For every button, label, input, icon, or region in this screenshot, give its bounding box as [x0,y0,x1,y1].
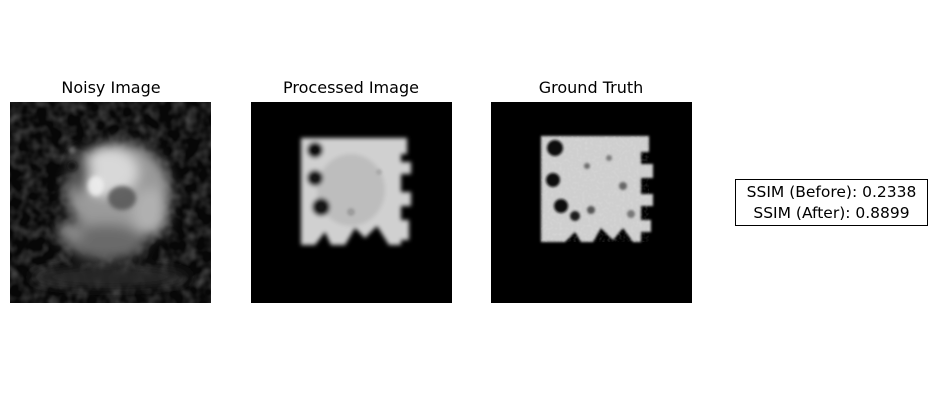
processed-image [251,102,452,303]
noisy-image [10,102,211,303]
panel-title-noisy: Noisy Image [61,78,161,97]
ssim-metrics-box: SSIM (Before): 0.2338 SSIM (After): 0.88… [735,179,928,226]
panel-title-processed: Processed Image [283,78,419,97]
panel-title-ground-truth: Ground Truth [538,78,644,97]
ssim-after-text: SSIM (After): 0.8899 [753,204,910,222]
ssim-before-text: SSIM (Before): 0.2338 [746,183,917,201]
ground-truth-image [491,102,692,303]
